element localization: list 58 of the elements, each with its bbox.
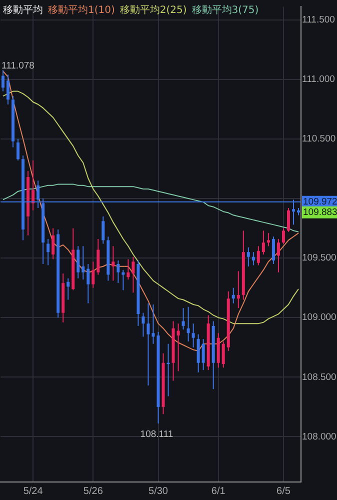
candlestick <box>6 74 10 105</box>
candlestick <box>92 261 95 288</box>
candlestick <box>2 70 5 92</box>
candlestick <box>152 304 155 344</box>
y-tick-label: 109.500 <box>302 252 336 264</box>
candlestick <box>236 270 240 309</box>
candlestick <box>96 238 100 276</box>
candlestick <box>286 208 290 232</box>
candlestick <box>116 260 120 284</box>
candlestick <box>192 323 195 348</box>
candlestick <box>66 278 70 300</box>
candlestick <box>142 312 145 338</box>
ref-line-label: 109.972 <box>303 196 337 208</box>
candlestick <box>196 334 200 373</box>
y-tick-label: 108.500 <box>302 372 336 383</box>
candlestick <box>76 246 80 279</box>
candlestick <box>276 238 280 273</box>
y-tick-label: 111.500 <box>302 14 335 26</box>
candlestick <box>282 228 285 244</box>
y-tick-label: 110.500 <box>302 134 336 145</box>
text: 移動平均3(75) <box>192 5 259 16</box>
candlestick <box>46 238 50 266</box>
annotation: 108.111 <box>140 429 174 440</box>
x-tick-label: 6/5 <box>276 486 291 497</box>
candlestick <box>222 340 225 368</box>
candlestick <box>176 323 180 372</box>
candlestick <box>182 308 185 330</box>
candlestick <box>32 160 35 211</box>
candlestick <box>246 246 250 267</box>
candlestick <box>82 246 85 280</box>
candlestick <box>272 236 275 265</box>
candlestick <box>146 302 150 386</box>
text: 109.883 <box>303 207 337 218</box>
x-tick-label: 6/1 <box>211 486 226 497</box>
text: 移動平均1(10) <box>48 5 115 16</box>
candlestick <box>186 306 190 342</box>
candlestick <box>262 230 265 255</box>
legend-title: 移動平均 <box>3 5 43 16</box>
annotation: 111.078 <box>1 60 34 72</box>
x-tick-label: 5/30 <box>148 486 168 497</box>
y-tick-label: 109.000 <box>302 312 336 324</box>
candlestick <box>52 228 55 260</box>
candlestick <box>126 258 130 280</box>
candlestick <box>112 246 115 282</box>
candlestick <box>252 252 255 266</box>
y-tick-label: 108.000 <box>302 431 336 442</box>
text: 移動平均2(25) <box>120 5 187 16</box>
candlestick <box>86 264 90 304</box>
candlestick <box>102 216 105 244</box>
candlestick <box>266 232 270 247</box>
candlestick <box>16 138 20 161</box>
x-tick-label: 5/24 <box>23 486 44 497</box>
candlestick <box>132 256 135 294</box>
candlestick <box>232 287 235 304</box>
x-tick-label: 5/26 <box>83 486 104 497</box>
candlestick <box>202 338 205 371</box>
candlestick <box>256 246 260 266</box>
y-tick-label: 111.000 <box>302 74 335 85</box>
